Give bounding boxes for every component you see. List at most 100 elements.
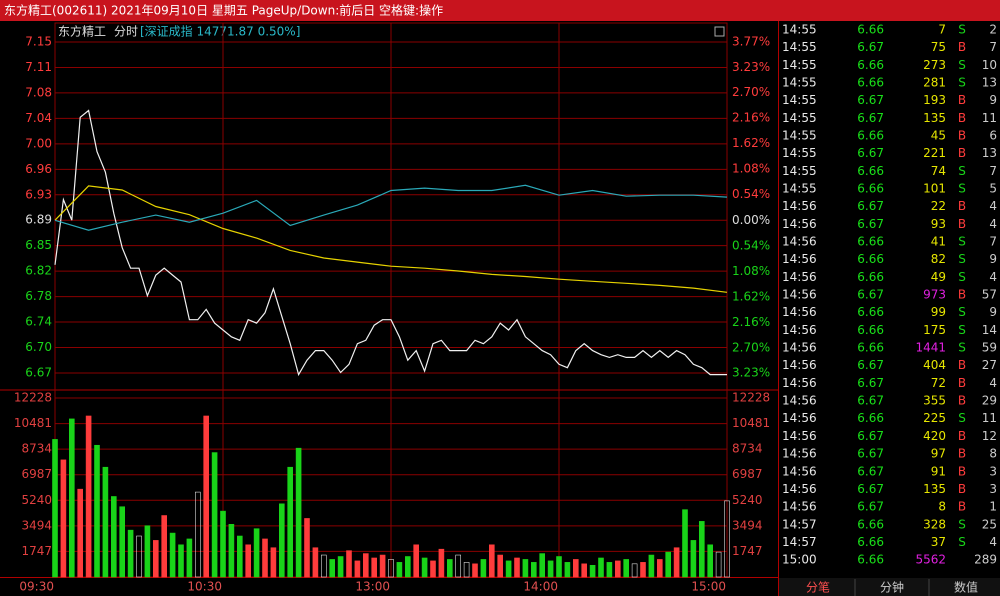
- y2-tick-label: 2.16%: [732, 111, 770, 125]
- trade-volume: 7: [938, 23, 946, 37]
- trade-time: 14:56: [782, 288, 817, 302]
- volume-bar: [295, 447, 302, 578]
- x-tick-label: 14:00: [523, 580, 558, 594]
- trade-time: 14:55: [782, 58, 817, 72]
- volume-bar: [362, 553, 369, 578]
- trade-side: B: [958, 217, 966, 231]
- trade-time: 14:56: [782, 252, 817, 266]
- trade-count: 11: [982, 411, 997, 425]
- volume-bar: [136, 535, 142, 578]
- trade-side: S: [958, 76, 966, 90]
- index-label: [深证成指 14771.87 0.50%]: [140, 24, 300, 39]
- volume-bar: [329, 559, 336, 578]
- volume-bar: [346, 550, 352, 578]
- volume-bar: [589, 564, 596, 578]
- tab[interactable]: 分钟: [880, 580, 904, 595]
- y-tick-label: 8734: [732, 442, 763, 456]
- trade-price: 6.67: [857, 429, 884, 443]
- y-tick-label: 7.00: [25, 136, 52, 150]
- trade-time: 14:55: [782, 182, 817, 196]
- trade-side: B: [958, 93, 966, 107]
- trade-volume: 281: [923, 76, 946, 90]
- volume-bar: [446, 559, 453, 578]
- trade-side: S: [958, 535, 966, 549]
- trade-time: 14:55: [782, 111, 817, 125]
- trade-count: 4: [989, 199, 997, 213]
- trade-side: B: [958, 429, 966, 443]
- x-tick-label: 09:30: [19, 580, 54, 594]
- trade-time: 14:57: [782, 535, 817, 549]
- trade-time: 14:55: [782, 23, 817, 37]
- trade-count: 4: [989, 270, 997, 284]
- trade-count: 3: [989, 482, 997, 496]
- trade-volume: 404: [923, 358, 946, 372]
- volume-bar: [497, 554, 504, 578]
- trade-count: 9: [989, 252, 997, 266]
- price-line: [54, 109, 727, 377]
- trade-price: 6.66: [857, 164, 884, 178]
- trade-side: B: [958, 394, 966, 408]
- trade-volume: 74: [931, 164, 946, 178]
- trade-side: B: [958, 40, 966, 54]
- trade-side: B: [958, 464, 966, 478]
- trade-time: 14:56: [782, 464, 817, 478]
- trade-price: 6.67: [857, 358, 884, 372]
- volume-bar: [715, 551, 722, 578]
- trade-time: 14:55: [782, 129, 817, 143]
- price-line: [54, 185, 728, 293]
- trade-side: B: [958, 111, 966, 125]
- tab[interactable]: 分笔: [806, 580, 830, 595]
- volume-bar: [304, 518, 310, 578]
- price-line: [54, 184, 728, 231]
- trade-side: B: [958, 358, 966, 372]
- trade-price: 6.67: [857, 376, 884, 390]
- volume-bar: [144, 525, 151, 578]
- stock-name: 东方精工: [58, 24, 106, 39]
- volume-bar: [682, 509, 688, 578]
- trade-side: B: [958, 376, 966, 390]
- trade-side: S: [958, 270, 966, 284]
- tab[interactable]: 数值: [954, 580, 978, 595]
- y-tick-label: 3494: [21, 518, 52, 532]
- volume-bar: [337, 556, 344, 578]
- volume-bar: [631, 563, 638, 578]
- volume-bar: [270, 547, 277, 578]
- trade-count: 2: [989, 23, 997, 37]
- trade-count: 4: [989, 217, 997, 231]
- trade-price: 6.66: [857, 182, 884, 196]
- y2-tick-label: 2.70%: [732, 85, 770, 99]
- trade-price: 6.66: [857, 270, 884, 284]
- volume-bar: [530, 562, 537, 578]
- volume-bar: [178, 544, 184, 578]
- volume-bar: [480, 559, 487, 578]
- y2-tick-label: 3.77%: [732, 35, 770, 49]
- trade-time: 14:56: [782, 394, 817, 408]
- y-tick-label: 6.96: [25, 162, 52, 176]
- volume-bar: [312, 547, 319, 578]
- volume-bar: [598, 557, 604, 578]
- trade-count: 7: [989, 40, 997, 54]
- trade-time: 14:56: [782, 217, 817, 231]
- volume-bar: [656, 559, 663, 578]
- expand-icon[interactable]: [714, 26, 725, 37]
- volume-bar: [52, 439, 58, 578]
- trade-count: 9: [989, 305, 997, 319]
- volume-bar: [388, 559, 394, 578]
- trade-time: 14:57: [782, 517, 817, 531]
- volume-bar: [287, 466, 294, 578]
- volume-bar: [253, 528, 260, 578]
- trade-volume: 221: [923, 146, 946, 160]
- trade-count: 59: [982, 341, 997, 355]
- trade-side: B: [958, 482, 966, 496]
- trade-price: 6.66: [857, 252, 884, 266]
- trade-count: 57: [982, 288, 997, 302]
- trade-time: 14:56: [782, 447, 817, 461]
- trade-count: 27: [982, 358, 997, 372]
- volume-bar: [547, 560, 554, 578]
- volume-bar: [127, 529, 134, 578]
- trade-count: 4: [989, 376, 997, 390]
- volume-bar: [111, 496, 117, 578]
- y-tick-label: 5240: [732, 493, 763, 507]
- volume-bar: [572, 559, 579, 578]
